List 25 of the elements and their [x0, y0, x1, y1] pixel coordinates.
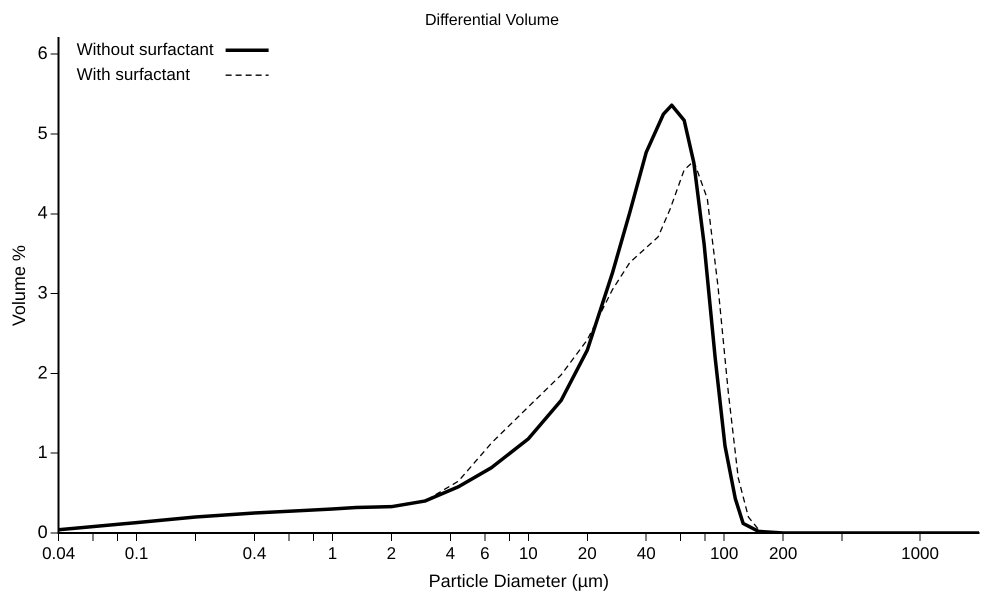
legend-label: Without surfactant	[76, 40, 214, 59]
chart-title: Differential Volume	[425, 12, 560, 30]
y-tick-label: 0	[38, 522, 48, 542]
x-tick-label: 1	[328, 544, 338, 563]
y-tick-label: 1	[38, 442, 48, 462]
x-tick-label: 4	[446, 544, 456, 563]
x-tick-label: 0.1	[124, 544, 148, 563]
y-tick-label: 3	[38, 282, 48, 303]
x-tick-label: 6	[480, 544, 490, 563]
legend-label: With surfactant	[76, 64, 190, 84]
x-tick-label: 40	[636, 544, 656, 563]
x-tick-label: 10	[518, 544, 538, 563]
y-tick-label: 6	[38, 43, 48, 64]
y-tick-label: 5	[38, 122, 48, 143]
x-tick-label: 0.04	[42, 544, 76, 563]
x-tick-label: 100	[710, 544, 738, 563]
y-axis-title: Volume %	[8, 245, 29, 326]
x-tick-label: 1000	[901, 544, 939, 563]
x-tick-label: 2	[386, 544, 396, 563]
y-tick-label: 4	[38, 202, 48, 223]
x-tick-label: 20	[578, 544, 597, 563]
x-tick-label: 0.4	[242, 544, 266, 563]
x-axis-title: Particle Diameter (µm)	[428, 571, 610, 592]
y-tick-label: 2	[38, 362, 48, 382]
x-tick-label: 200	[768, 544, 798, 563]
